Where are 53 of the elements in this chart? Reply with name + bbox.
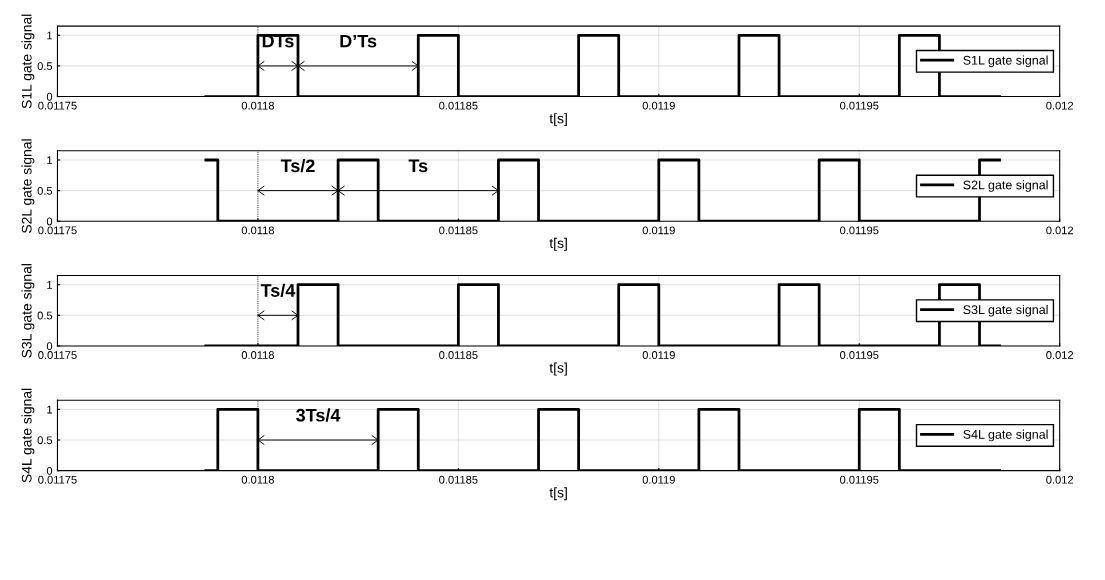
y-tick-label: 0.5 xyxy=(37,186,53,195)
annotation: Ts xyxy=(408,159,428,173)
x-tick-label: 0.0118 xyxy=(241,226,275,235)
x-axis-title: t[s] xyxy=(549,113,567,127)
x-tick-label: 0.0119 xyxy=(642,351,675,359)
x-tick-label: 0.012 xyxy=(1046,475,1074,484)
annotation: Ts/4 xyxy=(260,283,296,298)
x-tick-label: 0.0118 xyxy=(241,101,275,110)
y-tick-label: 0.5 xyxy=(37,62,53,71)
y-tick-label: 0.5 xyxy=(37,311,53,320)
x-tick-label: 0.01185 xyxy=(439,226,478,235)
x-tick-label: 0.01185 xyxy=(439,351,478,359)
annotation: D’Ts xyxy=(340,34,377,48)
x-tick-label: 0.0118 xyxy=(241,475,275,484)
x-axis-title: t[s] xyxy=(549,237,567,251)
x-tick-label: 0.01195 xyxy=(840,351,879,359)
y-axis-title: S2L gate signal xyxy=(21,139,35,234)
x-tick-label: 0.01175 xyxy=(38,475,77,484)
legend-label: S1L gate signal xyxy=(963,55,1048,68)
x-tick-label: 0.012 xyxy=(1046,226,1074,235)
x-tick-label: 0.01175 xyxy=(38,226,77,235)
y-tick-label: 0.5 xyxy=(37,436,53,445)
x-tick-label: 0.01195 xyxy=(840,101,879,110)
x-axis-title: t[s] xyxy=(549,362,567,376)
x-tick-label: 0.01195 xyxy=(840,475,879,484)
y-tick-label: 0 xyxy=(46,92,53,101)
y-axis-title: S3L gate signal xyxy=(21,264,35,358)
annotation: 3Ts/4 xyxy=(296,408,341,422)
legend-label: S2L gate signal xyxy=(963,180,1048,192)
annotation: Ts/2 xyxy=(280,158,315,173)
x-tick-label: 0.01175 xyxy=(38,351,77,359)
x-axis-title: t[s] xyxy=(549,487,567,501)
x-tick-label: 0.0118 xyxy=(241,351,275,359)
legend-label: S4L gate signal xyxy=(963,429,1048,442)
x-tick-label: 0.0119 xyxy=(642,475,675,484)
x-tick-label: 0.012 xyxy=(1046,101,1074,110)
legend-label: S3L gate signal xyxy=(963,304,1048,317)
y-tick-label: 1 xyxy=(47,31,53,40)
y-tick-label: 0 xyxy=(46,466,53,475)
y-tick-label: 1 xyxy=(47,405,53,414)
x-tick-label: 0.01195 xyxy=(840,226,879,235)
y-tick-label: 0 xyxy=(46,342,53,351)
x-tick-label: 0.0119 xyxy=(642,101,675,110)
x-tick-label: 0.0119 xyxy=(642,226,675,235)
x-tick-label: 0.01185 xyxy=(439,475,478,484)
y-axis-title: S1L gate signal xyxy=(21,14,35,109)
x-tick-label: 0.012 xyxy=(1046,351,1074,359)
x-tick-label: 0.01175 xyxy=(38,101,77,110)
y-tick-label: 1 xyxy=(47,156,53,165)
y-tick-label: 1 xyxy=(47,281,53,289)
x-tick-label: 0.01185 xyxy=(439,101,478,110)
y-axis-title: S4L gate signal xyxy=(21,388,35,483)
y-tick-label: 0 xyxy=(46,217,53,226)
